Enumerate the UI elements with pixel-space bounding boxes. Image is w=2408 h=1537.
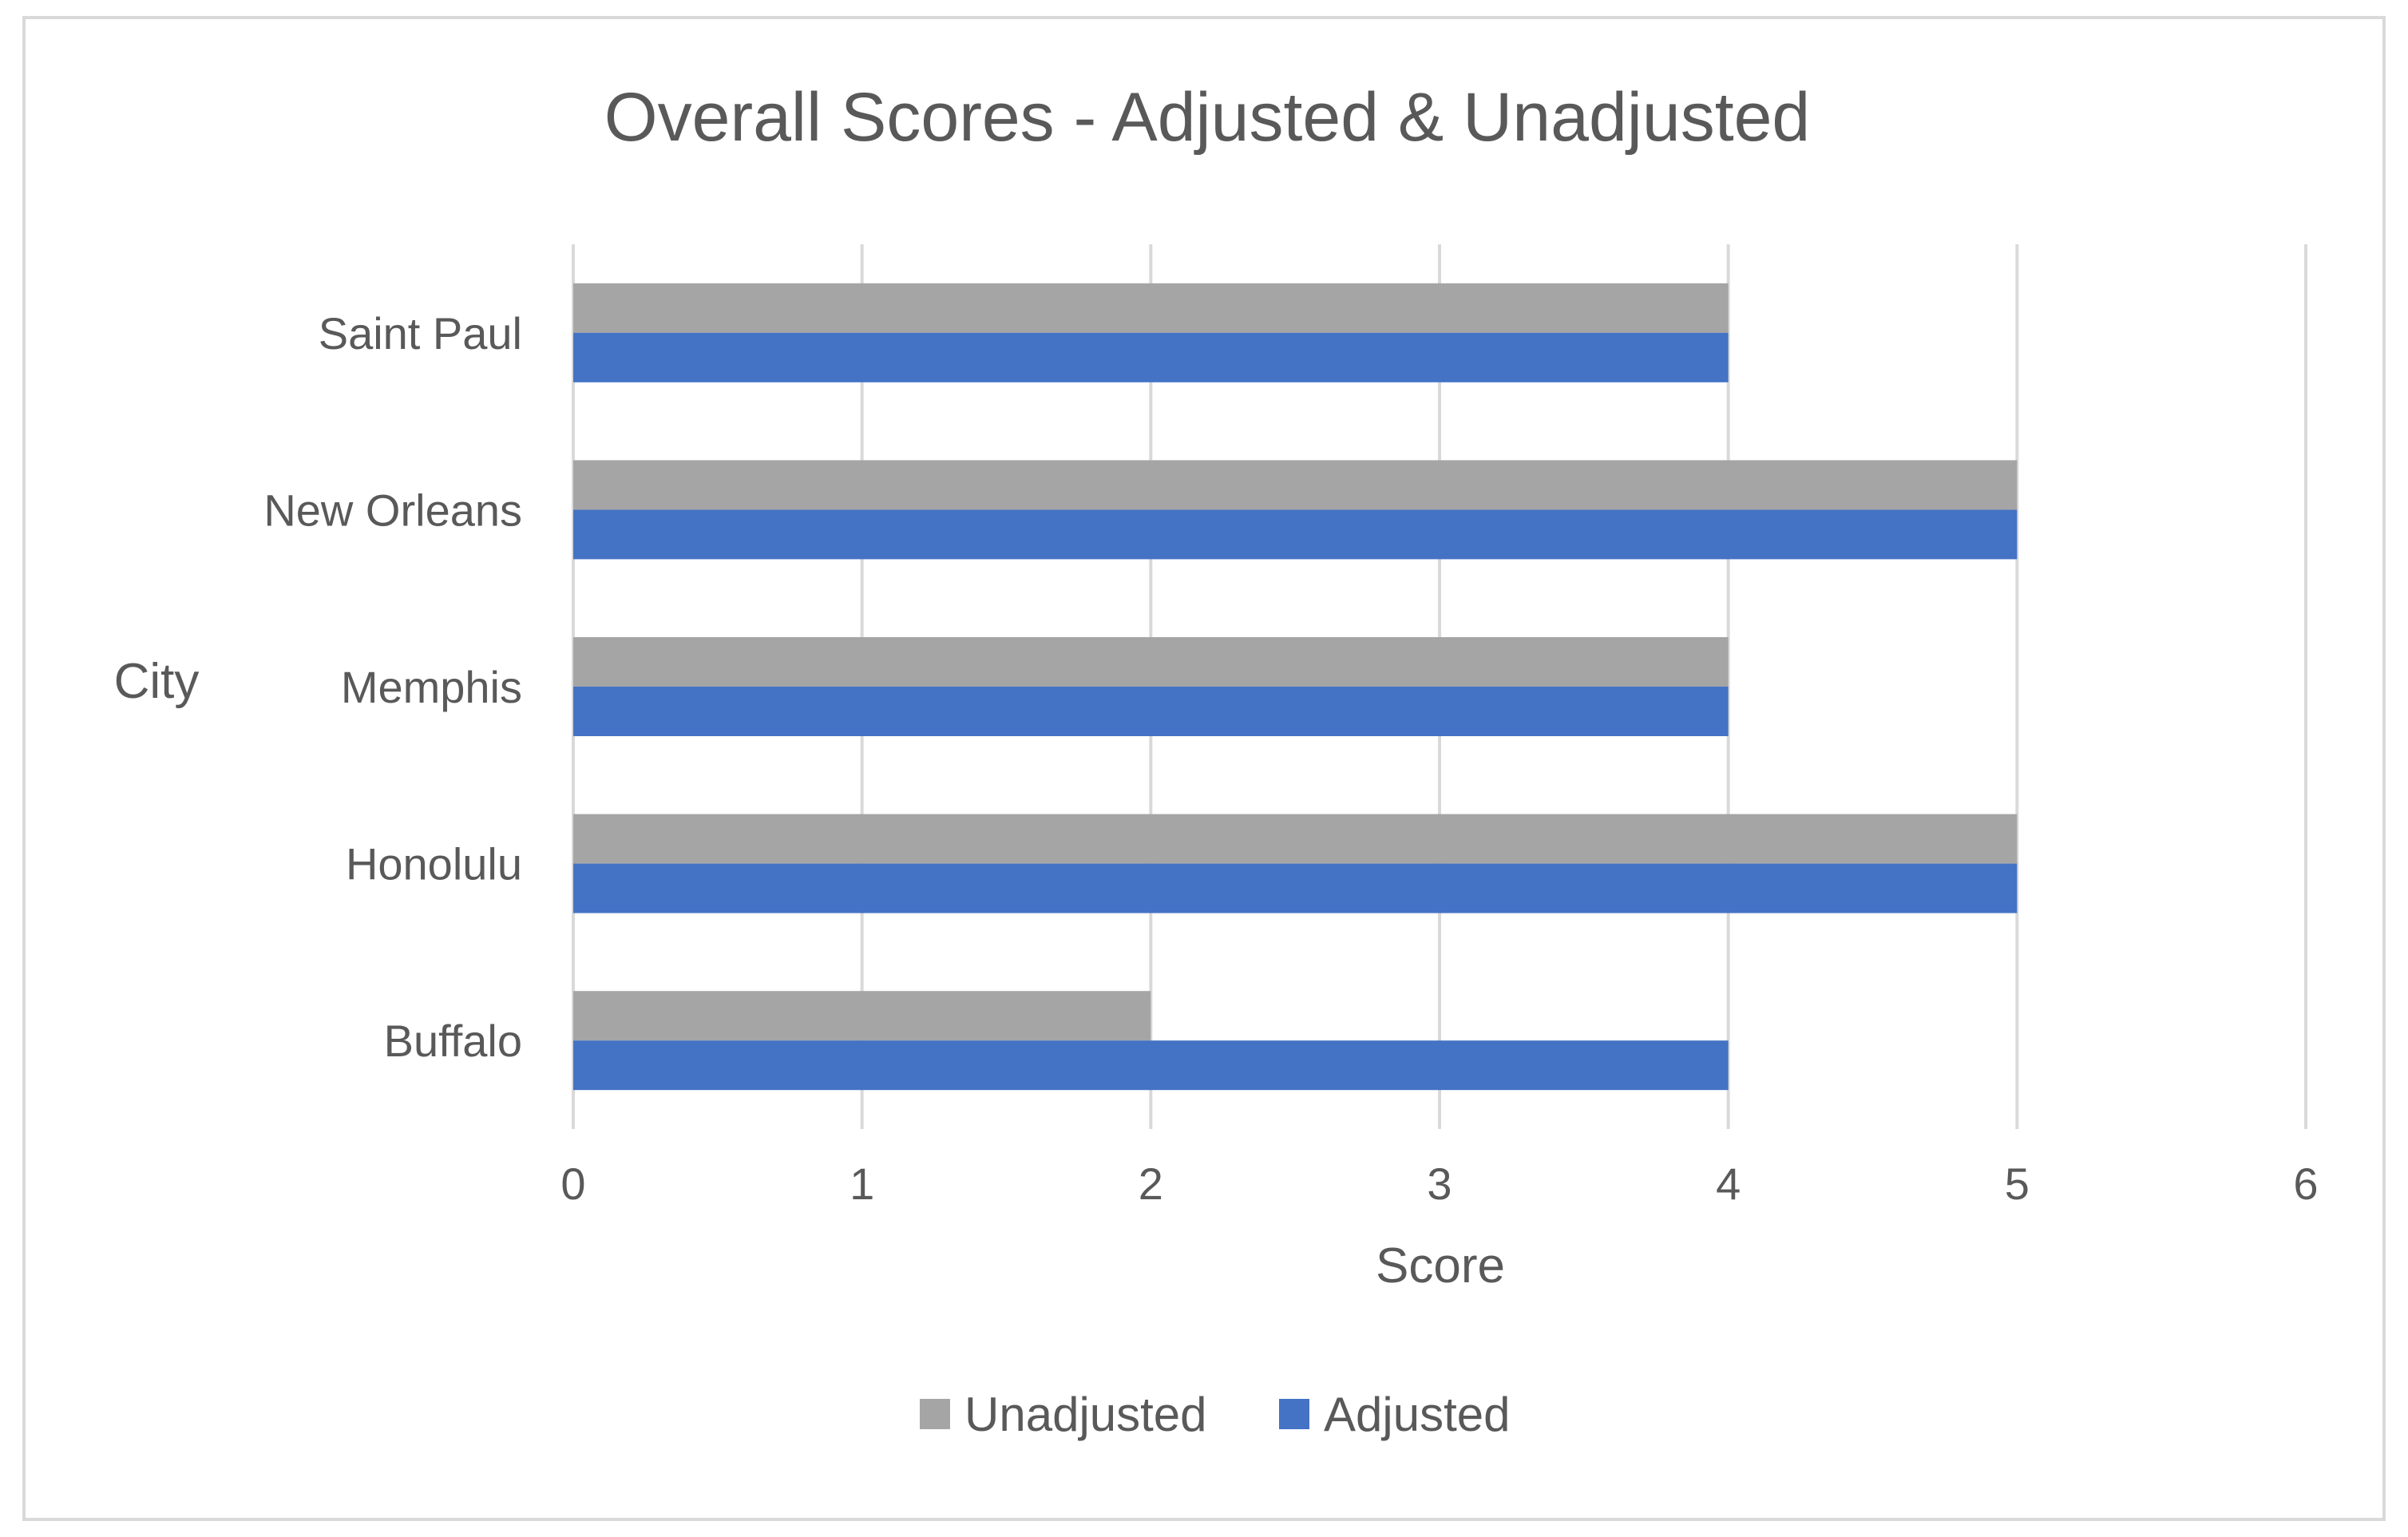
bar-adjusted-saint-paul [573,332,1729,382]
bar-adjusted-honolulu [573,863,2018,913]
bar-adjusted-memphis [573,687,1729,736]
category-label: New Orleans [263,485,522,535]
category-label: Saint Paul [319,308,522,359]
category-label: Buffalo [384,1016,522,1066]
bar-adjusted-new-orleans [573,509,2018,560]
bar-adjusted-buffalo [573,1040,1729,1091]
bar-unadjusted-memphis [573,637,1729,687]
x-tick-label: 0 [560,1159,585,1209]
x-tick-label: 2 [1139,1159,1163,1209]
bar-unadjusted-saint-paul [573,283,1729,333]
category-labels: Buffalo Honolulu Memphis New Orleans Saint P… [263,308,522,1066]
category-label: Memphis [341,662,522,712]
x-tick-label: 1 [850,1159,874,1209]
legend-swatch [920,1399,950,1429]
legend-item-unadjusted: Unadjusted [920,1388,1207,1441]
y-axis-title: City [114,654,200,709]
chart-title: Overall Scores - Adjusted & Unadjusted [604,79,1811,156]
legend: Unadjusted Adjusted [920,1388,1511,1441]
x-tick-labels: 0 1 2 3 4 5 6 [560,1159,2318,1209]
category-label: Honolulu [346,839,522,889]
x-tick-label: 3 [1427,1159,1452,1209]
legend-item-adjusted: Adjusted [1279,1388,1511,1441]
legend-label: Adjusted [1324,1388,1511,1441]
bar-chart: Overall Scores - Adjusted & Unadjusted B… [114,79,2319,1441]
bar-unadjusted-new-orleans [573,460,2018,510]
bars [573,283,2018,1091]
x-tick-label: 5 [2005,1159,2030,1209]
legend-swatch [1279,1399,1309,1429]
x-axis-title: Score [1376,1238,1505,1293]
x-tick-label: 6 [2293,1159,2318,1209]
bar-unadjusted-honolulu [573,814,2018,864]
x-tick-label: 4 [1716,1159,1741,1209]
chart-frame: Overall Scores - Adjusted & Unadjusted B… [22,16,2386,1521]
bar-unadjusted-buffalo [573,991,1151,1041]
legend-label: Unadjusted [964,1388,1207,1441]
